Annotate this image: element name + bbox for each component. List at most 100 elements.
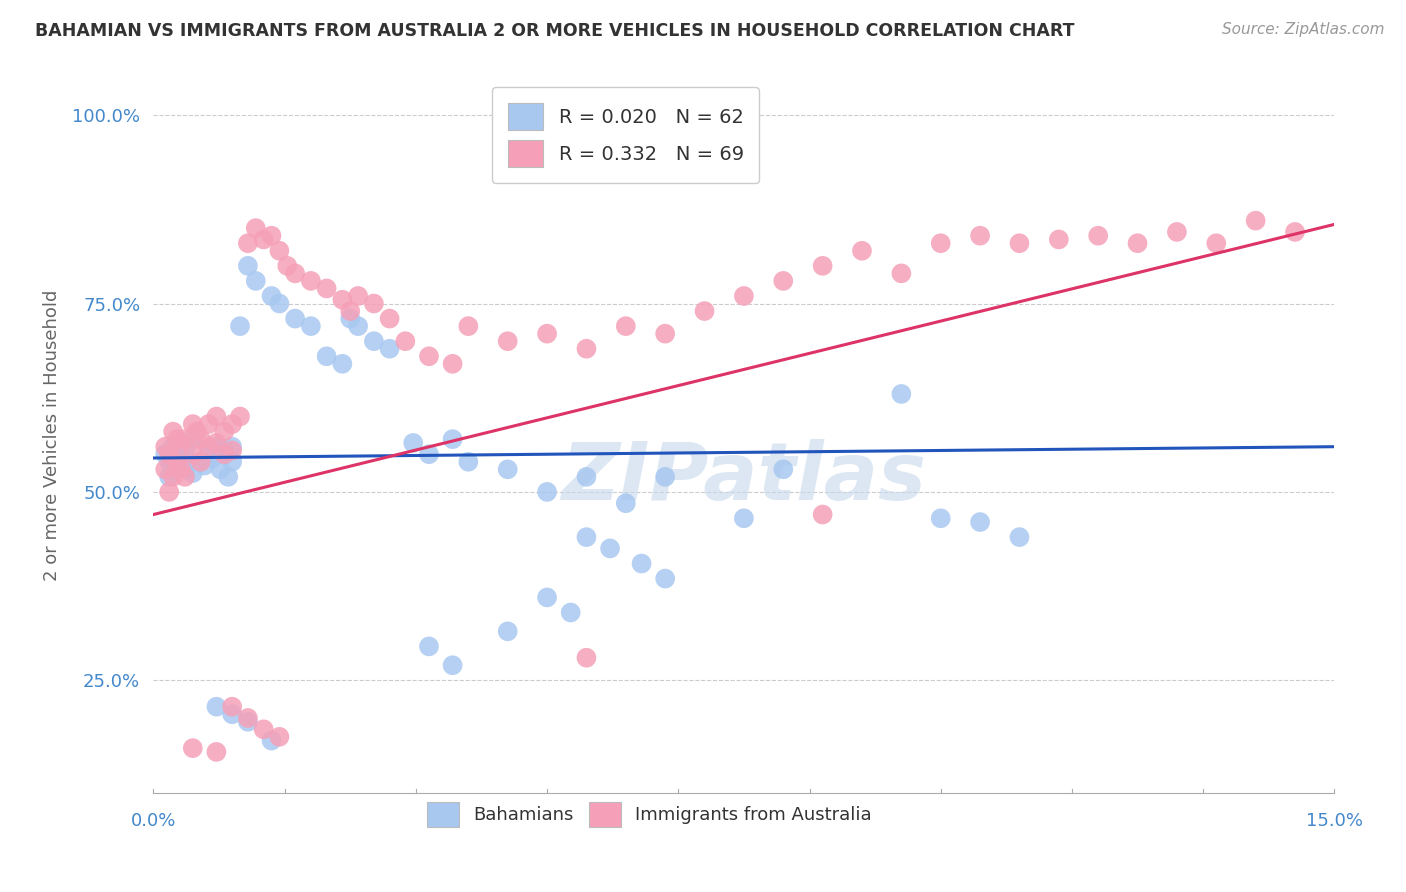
Point bbox=[162, 440, 184, 454]
Point bbox=[614, 319, 637, 334]
Point bbox=[170, 462, 193, 476]
Point bbox=[599, 541, 621, 556]
Point bbox=[560, 606, 582, 620]
Point bbox=[339, 311, 361, 326]
Point bbox=[236, 714, 259, 729]
Point bbox=[221, 707, 243, 722]
Point bbox=[236, 259, 259, 273]
Point bbox=[363, 296, 385, 310]
Point bbox=[969, 228, 991, 243]
Point bbox=[221, 699, 243, 714]
Point bbox=[378, 342, 401, 356]
Point bbox=[496, 462, 519, 476]
Point bbox=[418, 447, 440, 461]
Point bbox=[205, 745, 228, 759]
Point bbox=[155, 440, 177, 454]
Point bbox=[394, 334, 416, 349]
Point bbox=[339, 304, 361, 318]
Point bbox=[733, 511, 755, 525]
Point bbox=[214, 443, 236, 458]
Point bbox=[166, 455, 188, 469]
Point bbox=[457, 455, 479, 469]
Point bbox=[201, 450, 224, 465]
Point bbox=[260, 733, 283, 747]
Point bbox=[174, 462, 197, 476]
Point bbox=[205, 436, 228, 450]
Point bbox=[162, 462, 184, 476]
Point bbox=[929, 236, 952, 251]
Point bbox=[1244, 213, 1267, 227]
Point bbox=[253, 232, 276, 246]
Point bbox=[654, 572, 676, 586]
Point bbox=[378, 311, 401, 326]
Point bbox=[575, 470, 598, 484]
Text: 0.0%: 0.0% bbox=[131, 813, 176, 830]
Point bbox=[315, 281, 337, 295]
Point bbox=[253, 723, 276, 737]
Point bbox=[190, 455, 212, 469]
Text: BAHAMIAN VS IMMIGRANTS FROM AUSTRALIA 2 OR MORE VEHICLES IN HOUSEHOLD CORRELATIO: BAHAMIAN VS IMMIGRANTS FROM AUSTRALIA 2 … bbox=[35, 22, 1074, 40]
Point bbox=[236, 236, 259, 251]
Point bbox=[315, 349, 337, 363]
Point bbox=[441, 658, 464, 673]
Point bbox=[181, 447, 204, 461]
Point bbox=[332, 293, 354, 307]
Point bbox=[174, 432, 197, 446]
Point bbox=[181, 741, 204, 756]
Point bbox=[536, 484, 558, 499]
Point bbox=[245, 274, 267, 288]
Point bbox=[347, 289, 370, 303]
Point bbox=[174, 443, 197, 458]
Point bbox=[929, 511, 952, 525]
Point bbox=[654, 326, 676, 341]
Point bbox=[157, 484, 180, 499]
Point bbox=[811, 259, 834, 273]
Point bbox=[284, 266, 307, 280]
Point bbox=[157, 455, 180, 469]
Point bbox=[194, 458, 217, 473]
Point bbox=[177, 455, 200, 469]
Point bbox=[155, 462, 177, 476]
Point bbox=[214, 425, 236, 439]
Point bbox=[181, 417, 204, 431]
Point bbox=[614, 496, 637, 510]
Point bbox=[811, 508, 834, 522]
Point bbox=[402, 436, 425, 450]
Point bbox=[205, 440, 228, 454]
Point bbox=[221, 417, 243, 431]
Point bbox=[772, 274, 794, 288]
Point bbox=[1087, 228, 1109, 243]
Point bbox=[575, 530, 598, 544]
Point bbox=[162, 425, 184, 439]
Point bbox=[245, 221, 267, 235]
Point bbox=[181, 466, 204, 480]
Point bbox=[441, 432, 464, 446]
Point bbox=[536, 326, 558, 341]
Point bbox=[284, 311, 307, 326]
Point bbox=[174, 470, 197, 484]
Point bbox=[260, 289, 283, 303]
Point bbox=[166, 458, 188, 473]
Point bbox=[229, 409, 252, 424]
Point bbox=[269, 244, 291, 258]
Point bbox=[157, 447, 180, 461]
Point bbox=[197, 447, 219, 461]
Point bbox=[170, 450, 193, 465]
Point bbox=[276, 259, 298, 273]
Point bbox=[190, 432, 212, 446]
Point bbox=[214, 447, 236, 461]
Point bbox=[269, 730, 291, 744]
Point bbox=[221, 440, 243, 454]
Legend: Bahamians, Immigrants from Australia: Bahamians, Immigrants from Australia bbox=[419, 795, 879, 834]
Point bbox=[441, 357, 464, 371]
Point bbox=[299, 319, 322, 334]
Point bbox=[197, 440, 219, 454]
Point bbox=[166, 432, 188, 446]
Point bbox=[217, 470, 239, 484]
Point bbox=[1166, 225, 1188, 239]
Point bbox=[170, 436, 193, 450]
Point bbox=[190, 455, 212, 469]
Point bbox=[209, 462, 232, 476]
Point bbox=[890, 387, 912, 401]
Point bbox=[1126, 236, 1149, 251]
